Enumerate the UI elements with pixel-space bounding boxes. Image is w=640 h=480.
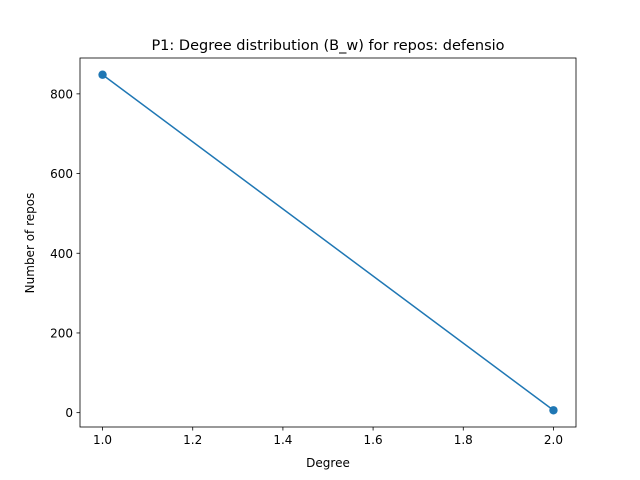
plot-frame xyxy=(79,57,577,428)
y-tick-label: 600 xyxy=(50,167,73,181)
y-tick-label: 0 xyxy=(65,406,73,420)
x-axis-ticks: 1.0 1.2 1.4 1.6 1.8 2.0 xyxy=(93,427,563,447)
series-line xyxy=(102,74,554,411)
x-tick-label: 1.4 xyxy=(273,433,292,447)
y-axis-label: Number of repos xyxy=(23,193,37,294)
y-axis-ticks: 0 200 400 600 800 xyxy=(50,87,80,420)
data-point xyxy=(98,70,107,79)
x-tick-label: 2.0 xyxy=(544,433,563,447)
y-tick-label: 400 xyxy=(50,247,73,261)
x-tick-label: 1.0 xyxy=(93,433,112,447)
data-point xyxy=(549,406,558,415)
y-tick-label: 800 xyxy=(50,87,73,101)
x-tick-label: 1.8 xyxy=(454,433,473,447)
x-tick-label: 1.6 xyxy=(364,433,383,447)
plot-series xyxy=(98,70,558,415)
y-tick-label: 200 xyxy=(50,326,73,340)
chart-title: P1: Degree distribution (B_w) for repos:… xyxy=(151,38,504,54)
x-tick-label: 1.2 xyxy=(183,433,202,447)
x-axis-label: Degree xyxy=(306,456,350,470)
